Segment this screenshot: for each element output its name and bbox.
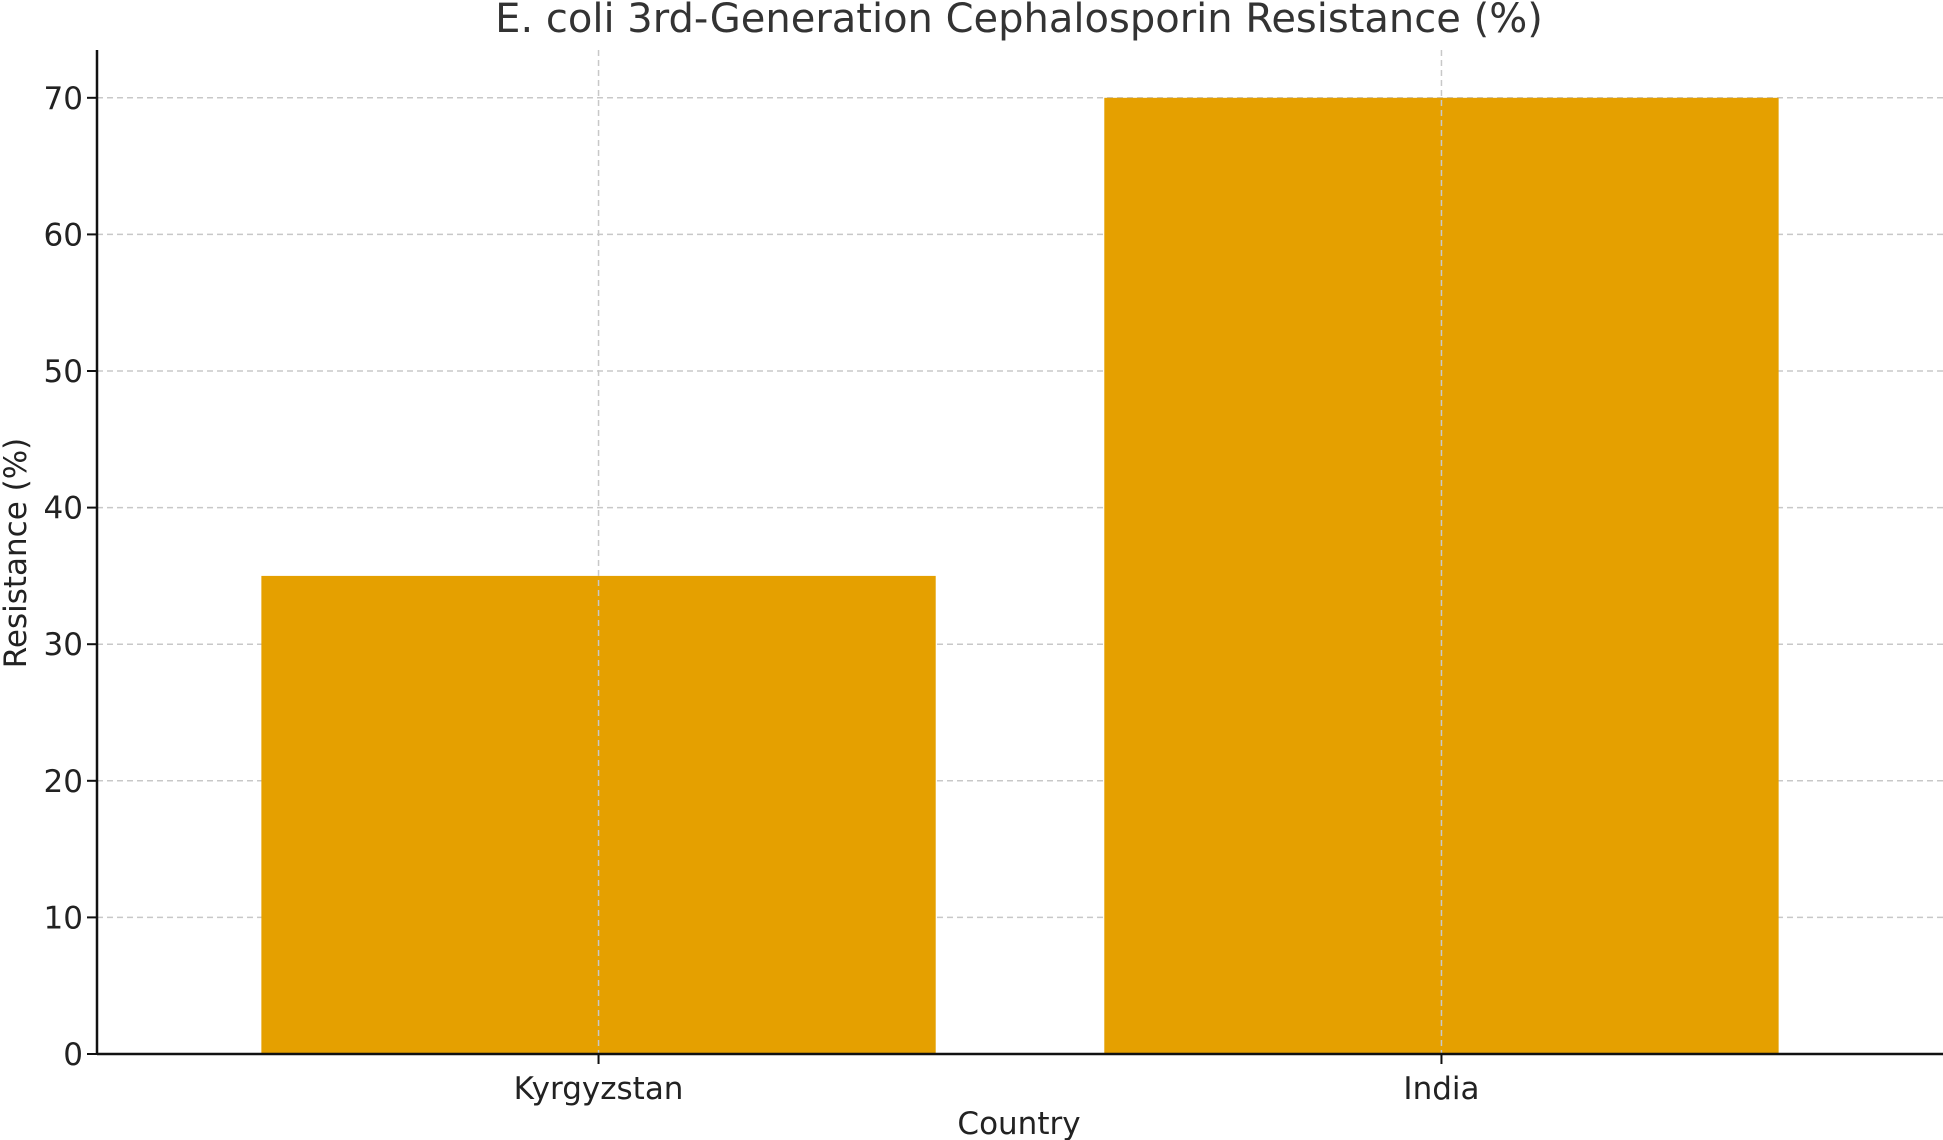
- x-axis-label: Country: [957, 1106, 1080, 1140]
- y-tick-label: 0: [63, 1037, 83, 1073]
- y-tick-label: 60: [44, 217, 83, 253]
- x-ticks: Kyrgyzstan India: [514, 1054, 1480, 1107]
- x-tick-label: Kyrgyzstan: [514, 1071, 684, 1107]
- y-ticks: 0 10 20 30 40 50 60 70: [44, 81, 97, 1073]
- y-tick-label: 20: [44, 764, 83, 800]
- y-tick-label: 50: [44, 354, 83, 390]
- grid-lines: [97, 97, 1943, 919]
- y-tick-label: 10: [44, 900, 83, 936]
- y-tick-label: 40: [44, 491, 83, 527]
- axes: [95, 50, 1943, 1056]
- y-axis-label: Resistance (%): [0, 438, 34, 669]
- chart-title: E. coli 3rd-Generation Cephalosporin Res…: [495, 0, 1543, 42]
- y-tick-label: 30: [44, 627, 83, 663]
- y-tick-label: 70: [44, 81, 83, 117]
- bars: [261, 50, 1779, 1055]
- x-tick-label: India: [1403, 1071, 1479, 1107]
